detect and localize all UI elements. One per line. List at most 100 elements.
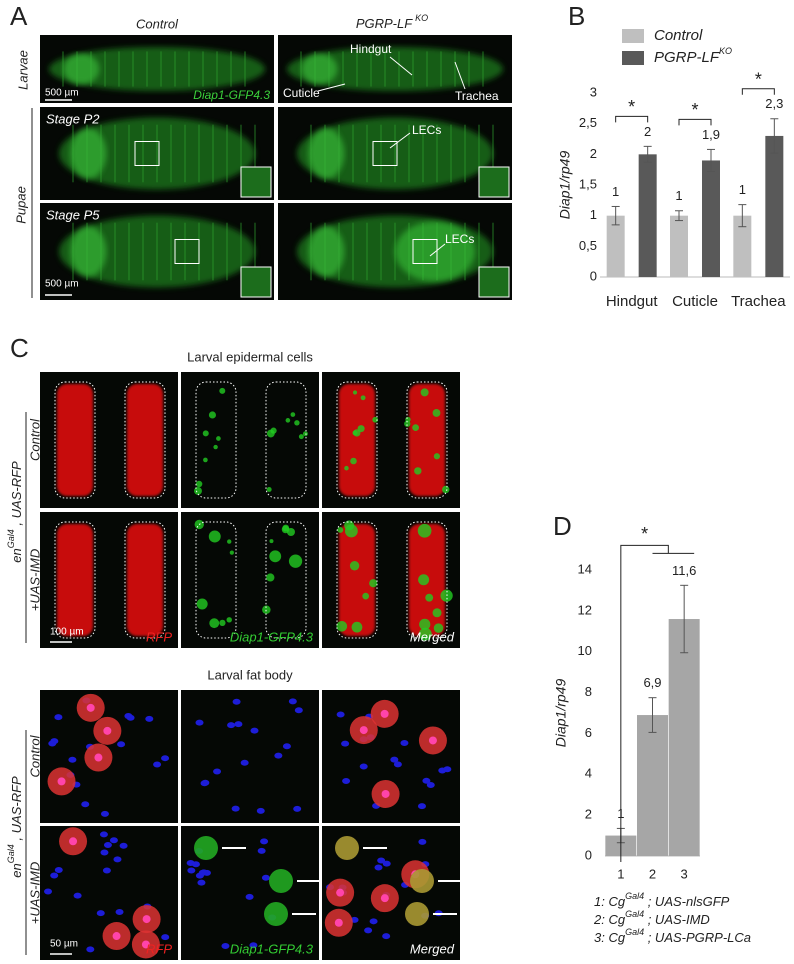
- inset: [240, 266, 272, 298]
- nucleus: [293, 805, 302, 812]
- nucleus: [96, 910, 105, 917]
- channel-label: RFP: [146, 941, 172, 956]
- nucleus: [249, 942, 258, 949]
- panel-letter: A: [10, 1, 28, 31]
- gfp-dot: [418, 627, 432, 641]
- annotation: Cuticle: [283, 86, 320, 100]
- gfp-dot: [294, 420, 300, 426]
- legend-entry: 2: CgGal4 ; UAS-IMD: [593, 909, 710, 927]
- bar: [668, 619, 700, 856]
- nucleus: [57, 777, 66, 786]
- roi-box: [372, 141, 398, 166]
- nucleus: [126, 714, 135, 721]
- nucleus: [44, 888, 53, 895]
- header-superscript: KO: [415, 13, 428, 23]
- gfp-dot: [213, 444, 218, 450]
- annotation: Hindgut: [350, 42, 392, 56]
- reporter-label: Diap1-GFP4.3: [193, 88, 270, 102]
- x-tick-label: 3: [681, 866, 688, 881]
- nucleus: [359, 726, 368, 735]
- row-label: Pupae: [13, 186, 28, 224]
- gfp-dot: [417, 523, 432, 538]
- y-tick-label: 4: [585, 766, 592, 781]
- nucleus: [390, 756, 399, 763]
- inset: [478, 266, 510, 298]
- nucleus: [198, 869, 207, 876]
- nucleus: [117, 741, 126, 748]
- roi-box: [412, 239, 438, 264]
- x-tick-label: Cuticle: [672, 293, 718, 310]
- nucleus: [380, 709, 389, 718]
- legend-superscript: KO: [719, 46, 732, 56]
- nucleus: [336, 888, 345, 897]
- gfp-dot: [344, 465, 349, 471]
- roi-box: [134, 141, 160, 166]
- genotype-text: , UAS-RFP: [9, 461, 24, 529]
- nucleus: [428, 736, 437, 745]
- significance-bracket: [620, 544, 695, 862]
- pointer: [454, 61, 466, 90]
- value-label: 2,3: [765, 96, 783, 111]
- nucleus: [377, 857, 386, 864]
- gfp-dot: [404, 420, 411, 427]
- nucleus: [227, 722, 236, 729]
- bar: [638, 154, 657, 277]
- gfp-dot: [262, 605, 271, 614]
- stage-label: Stage P2: [46, 111, 100, 126]
- bar: [733, 215, 752, 277]
- genotype-text: en: [9, 863, 24, 877]
- row-label: Control: [27, 418, 42, 461]
- legend-superscript: Gal4: [625, 909, 644, 919]
- legend-text: ; UAS-PGRP-LCa: [644, 930, 751, 945]
- legend-superscript: Gal4: [625, 891, 644, 901]
- genotype-label: enGal4 , UAS-RFP: [6, 461, 24, 563]
- y-tick-label: 0: [585, 847, 592, 862]
- nucleus: [257, 847, 266, 854]
- annotation: Trachea: [455, 89, 499, 103]
- gfp-dot: [344, 520, 355, 531]
- legend-entry: 3: CgGal4 ; UAS-PGRP-LCa: [594, 927, 751, 945]
- nucleus: [94, 753, 103, 762]
- y-tick-label: 2: [585, 807, 592, 822]
- y-tick-label: 1: [590, 207, 597, 222]
- nucleus: [103, 841, 112, 848]
- legend-text: PGRP-LF: [654, 49, 720, 66]
- gfp-dot: [219, 387, 226, 394]
- nucleus: [119, 842, 128, 849]
- micrograph: [181, 372, 319, 508]
- nucleus: [141, 940, 150, 949]
- nucleus: [381, 789, 390, 798]
- gfp-dot: [414, 467, 422, 475]
- genotype-superscript: Gal4: [6, 529, 16, 548]
- nucleus: [54, 867, 63, 874]
- value-label: 1: [739, 182, 746, 197]
- y-tick-label: 2: [590, 146, 597, 161]
- bar: [765, 135, 784, 277]
- rfp-cell: [127, 384, 163, 496]
- y-axis-title: Diap1/rp49: [553, 679, 569, 748]
- gfp-dot: [269, 539, 274, 544]
- x-tick-label: Hindgut: [606, 293, 659, 310]
- bar: [606, 215, 625, 277]
- y-tick-label: 6: [585, 725, 592, 740]
- gfp-dot: [412, 424, 419, 432]
- nucleus: [374, 864, 383, 871]
- nucleus: [109, 837, 118, 844]
- y-tick-label: 10: [578, 643, 592, 658]
- gfp-dot: [336, 620, 348, 632]
- nucleus: [115, 908, 124, 915]
- inset: [240, 166, 272, 198]
- nucleus: [382, 933, 391, 940]
- nucleus: [197, 879, 206, 886]
- nucleus: [443, 766, 452, 773]
- nucleus: [336, 711, 345, 718]
- nucleus: [191, 861, 200, 868]
- channel-label: RFP: [146, 629, 172, 644]
- nucleus: [342, 777, 351, 784]
- significance-star: *: [641, 524, 648, 544]
- legend-text: 2: Cg: [593, 912, 626, 927]
- nucleus: [100, 849, 109, 856]
- gfp-dot: [208, 530, 221, 543]
